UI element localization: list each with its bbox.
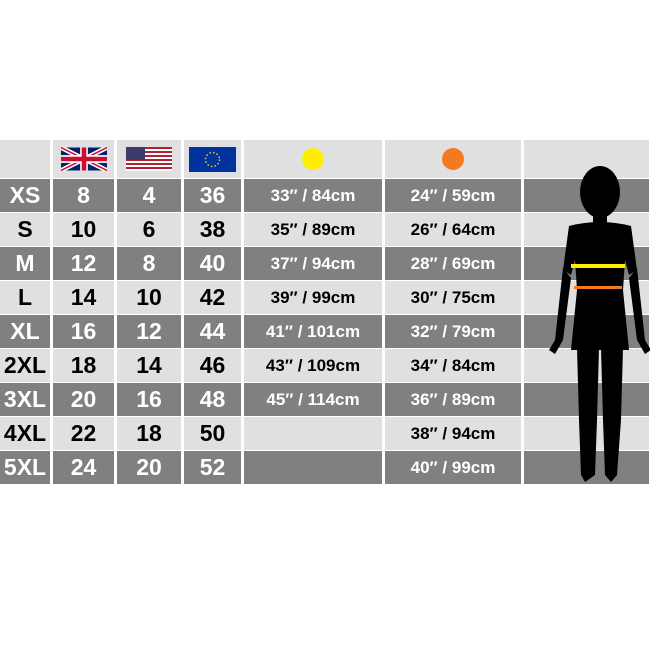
uk-size: 18	[53, 349, 114, 382]
us-size: 6	[117, 213, 181, 246]
us-size: 16	[117, 383, 181, 416]
waist-measure: 32″ / 79cm	[385, 315, 521, 348]
size-chart-table: XS 8 4 36 33″ / 84cm 24″ / 59cm S 10 6 38 35″ / 89…	[0, 140, 650, 484]
bust-measure: 39″ / 99cm	[244, 281, 382, 314]
us-size: 10	[117, 281, 181, 314]
bust-line	[571, 264, 625, 268]
waist-orange-dot-icon	[385, 140, 521, 178]
uk-size: 12	[53, 247, 114, 280]
size-label: XL	[0, 315, 50, 348]
bust-measure: 41″ / 101cm	[244, 315, 382, 348]
waist-measure: 28″ / 69cm	[385, 247, 521, 280]
size-label: M	[0, 247, 50, 280]
size-label: 5XL	[0, 451, 50, 484]
eu-size: 42	[184, 281, 241, 314]
size-label: 3XL	[0, 383, 50, 416]
uk-size: 16	[53, 315, 114, 348]
uk-size: 14	[53, 281, 114, 314]
eu-flag-icon	[184, 140, 241, 178]
us-size: 12	[117, 315, 181, 348]
us-flag-icon	[117, 140, 181, 178]
us-size: 18	[117, 417, 181, 450]
eu-size: 36	[184, 179, 241, 212]
eu-size: 38	[184, 213, 241, 246]
eu-size: 48	[184, 383, 241, 416]
bust-measure	[244, 417, 382, 450]
bust-measure: 45″ / 114cm	[244, 383, 382, 416]
waist-measure: 24″ / 59cm	[385, 179, 521, 212]
us-size: 14	[117, 349, 181, 382]
size-label: L	[0, 281, 50, 314]
waist-line	[574, 286, 622, 289]
bust-measure: 43″ / 109cm	[244, 349, 382, 382]
uk-flag-icon	[53, 140, 114, 178]
uk-size: 22	[53, 417, 114, 450]
female-silhouette-icon	[549, 166, 650, 482]
uk-size: 20	[53, 383, 114, 416]
header-blank	[0, 140, 50, 178]
bust-measure: 33″ / 84cm	[244, 179, 382, 212]
eu-size: 50	[184, 417, 241, 450]
us-size: 20	[117, 451, 181, 484]
waist-measure: 40″ / 99cm	[385, 451, 521, 484]
eu-size: 40	[184, 247, 241, 280]
waist-measure: 26″ / 64cm	[385, 213, 521, 246]
bust-measure: 37″ / 94cm	[244, 247, 382, 280]
size-label: XS	[0, 179, 50, 212]
size-label: 2XL	[0, 349, 50, 382]
eu-size: 46	[184, 349, 241, 382]
waist-measure: 30″ / 75cm	[385, 281, 521, 314]
figure-header	[524, 140, 649, 178]
size-label: 4XL	[0, 417, 50, 450]
uk-size: 24	[53, 451, 114, 484]
size-label: S	[0, 213, 50, 246]
bust-measure	[244, 451, 382, 484]
waist-measure: 34″ / 84cm	[385, 349, 521, 382]
waist-measure: 36″ / 89cm	[385, 383, 521, 416]
eu-size: 52	[184, 451, 241, 484]
uk-size: 8	[53, 179, 114, 212]
uk-size: 10	[53, 213, 114, 246]
bust-yellow-dot-icon	[244, 140, 382, 178]
bust-measure: 35″ / 89cm	[244, 213, 382, 246]
us-size: 8	[117, 247, 181, 280]
eu-size: 44	[184, 315, 241, 348]
us-size: 4	[117, 179, 181, 212]
waist-measure: 38″ / 94cm	[385, 417, 521, 450]
